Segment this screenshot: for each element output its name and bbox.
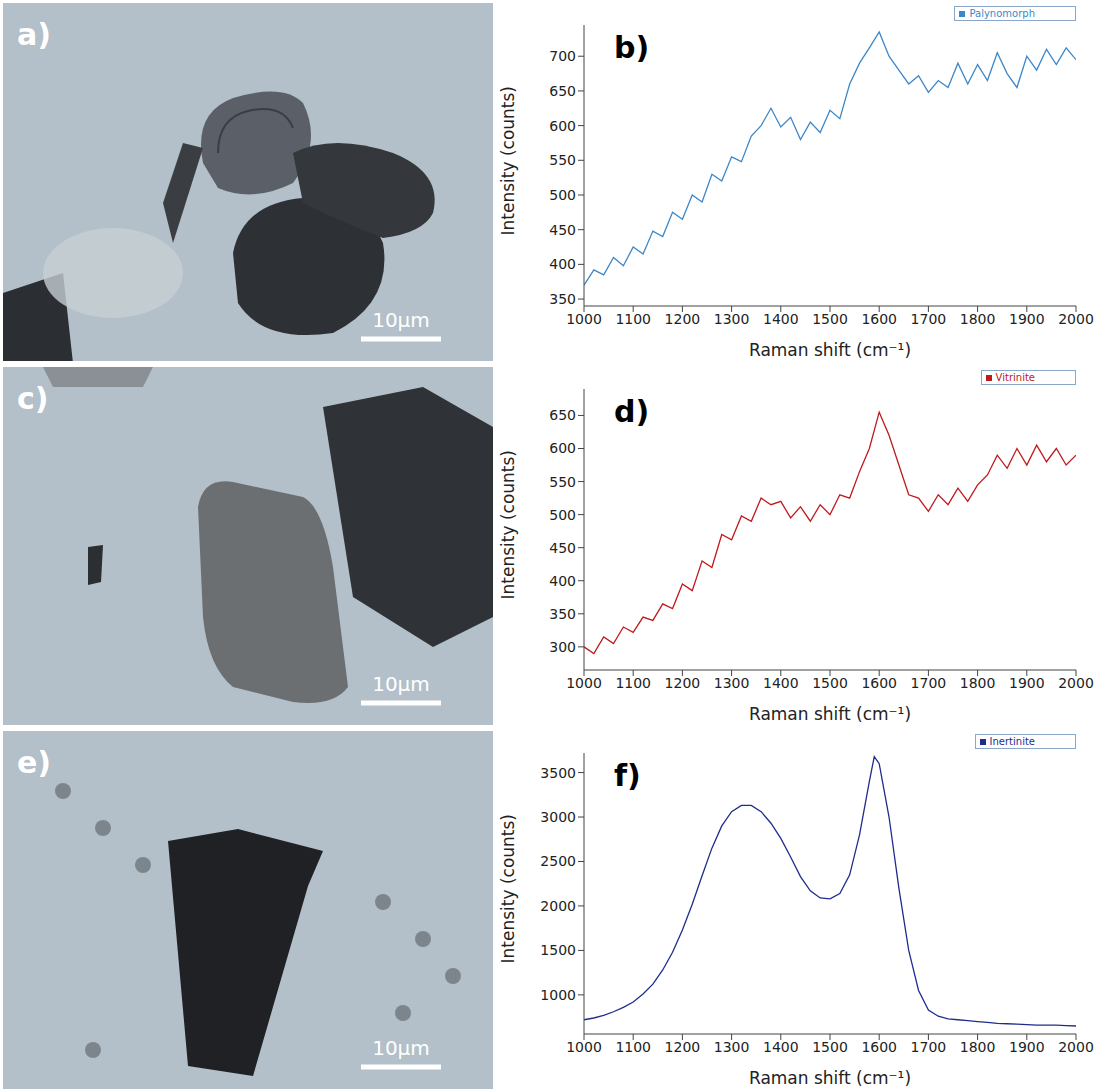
svg-text:Raman shift (cm⁻¹): Raman shift (cm⁻¹) [749,1068,911,1088]
svg-text:2000: 2000 [1058,675,1094,691]
svg-text:1900: 1900 [1009,675,1045,691]
svg-text:1600: 1600 [861,311,897,327]
svg-text:1100: 1100 [615,311,651,327]
svg-text:1500: 1500 [812,311,848,327]
svg-text:2000: 2000 [1058,311,1094,327]
svg-text:1300: 1300 [714,311,750,327]
svg-text:3500: 3500 [540,765,576,781]
svg-text:1100: 1100 [615,1039,651,1055]
svg-text:1700: 1700 [911,311,947,327]
svg-text:1900: 1900 [1009,311,1045,327]
svg-text:650: 650 [549,407,576,423]
svg-text:400: 400 [549,256,576,272]
svg-text:300: 300 [549,639,576,655]
svg-text:Raman shift (cm⁻¹): Raman shift (cm⁻¹) [749,340,911,360]
svg-text:1800: 1800 [960,1039,996,1055]
svg-text:500: 500 [549,507,576,523]
svg-text:10μm: 10μm [372,1036,430,1060]
svg-text:650: 650 [549,83,576,99]
svg-text:1500: 1500 [540,942,576,958]
svg-text:Intensity (counts): Intensity (counts) [498,86,518,235]
svg-text:450: 450 [549,540,576,556]
svg-text:1200: 1200 [665,1039,701,1055]
html-text:f): f) [614,758,641,793]
svg-text:c): c) [17,381,49,416]
svg-text:1400: 1400 [763,311,799,327]
svg-text:1100: 1100 [615,675,651,691]
svg-text:1000: 1000 [566,675,602,691]
svg-text:1700: 1700 [911,1039,947,1055]
svg-text:2000: 2000 [1058,1039,1094,1055]
svg-text:Intensity (counts): Intensity (counts) [498,814,518,963]
html-text:Palynomorph: Palynomorph [969,8,1035,19]
svg-text:450: 450 [549,222,576,238]
svg-text:1400: 1400 [763,1039,799,1055]
svg-text:550: 550 [549,152,576,168]
svg-text:1900: 1900 [1009,1039,1045,1055]
svg-text:10μm: 10μm [372,308,430,332]
svg-text:1000: 1000 [540,987,576,1003]
svg-text:1000: 1000 [566,311,602,327]
svg-text:1700: 1700 [911,675,947,691]
svg-text:1600: 1600 [861,675,897,691]
svg-text:600: 600 [549,440,576,456]
html-text:Vitrinite: Vitrinite [995,372,1035,383]
svg-text:1500: 1500 [812,675,848,691]
svg-text:10μm: 10μm [372,672,430,696]
html-text:d): d) [614,394,650,429]
svg-text:1800: 1800 [960,675,996,691]
svg-text:2000: 2000 [540,898,576,914]
svg-text:1600: 1600 [861,1039,897,1055]
svg-text:1000: 1000 [566,1039,602,1055]
svg-text:1500: 1500 [812,1039,848,1055]
svg-text:1300: 1300 [714,675,750,691]
svg-text:700: 700 [549,48,576,64]
svg-text:1800: 1800 [960,311,996,327]
svg-text:Intensity (counts): Intensity (counts) [498,450,518,599]
svg-text:350: 350 [549,291,576,307]
svg-text:2500: 2500 [540,853,576,869]
html-text:b): b) [614,30,650,65]
svg-text:1200: 1200 [665,675,701,691]
html-text:Inertinite: Inertinite [989,736,1035,747]
svg-text:3000: 3000 [540,809,576,825]
svg-text:500: 500 [549,187,576,203]
svg-text:e): e) [17,745,51,780]
svg-text:1400: 1400 [763,675,799,691]
svg-text:a): a) [17,17,51,52]
svg-text:Raman shift (cm⁻¹): Raman shift (cm⁻¹) [749,704,911,724]
svg-text:1200: 1200 [665,311,701,327]
svg-text:600: 600 [549,118,576,134]
svg-text:550: 550 [549,474,576,490]
svg-text:350: 350 [549,606,576,622]
svg-text:1300: 1300 [714,1039,750,1055]
svg-text:400: 400 [549,573,576,589]
